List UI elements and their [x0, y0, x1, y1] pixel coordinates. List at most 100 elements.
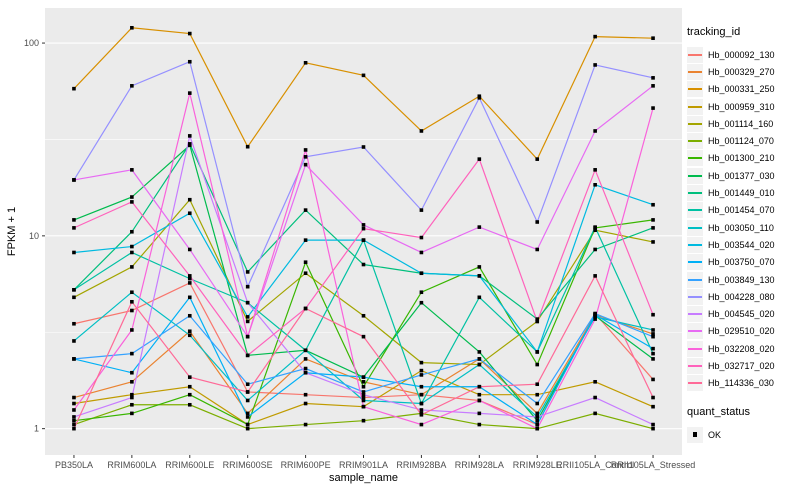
- data-point: [419, 373, 424, 377]
- tracking-id-legend-items: Hb_000092_130 Hb_000329_270 Hb_000331_250 H…: [687, 46, 799, 392]
- legend-item-label: Hb_001300_210: [708, 153, 775, 164]
- data-point: [72, 395, 76, 400]
- data-point: [651, 202, 655, 207]
- legend-line-icon: [688, 382, 702, 385]
- data-point: [593, 168, 597, 172]
- legend-item-Hb_001449_010: Hb_001449_010: [687, 184, 799, 202]
- y-tick-label: 1: [34, 424, 39, 434]
- data-point: [593, 395, 597, 400]
- data-point: [245, 300, 250, 305]
- data-point: [72, 288, 76, 292]
- data-point: [245, 426, 250, 431]
- legend-line-icon: [688, 295, 702, 298]
- legend-title-tracking-id: tracking_id: [687, 26, 741, 38]
- legend-key-swatch: [687, 167, 703, 184]
- data-point: [187, 281, 192, 285]
- data-point: [361, 262, 366, 267]
- data-point: [535, 247, 540, 252]
- data-point: [72, 408, 76, 412]
- x-tick-label: RRIM600LE: [165, 460, 214, 470]
- data-point: [303, 271, 308, 276]
- legend-item-label: Hb_000331_250: [708, 84, 775, 95]
- legend-line-icon: [688, 313, 702, 316]
- data-point: [535, 317, 540, 321]
- data-point: [187, 274, 192, 278]
- data-point: [245, 415, 250, 419]
- data-point: [130, 195, 134, 199]
- legend-key-swatch: [687, 254, 703, 271]
- data-point: [130, 25, 134, 30]
- legend-line-icon: [688, 364, 702, 367]
- data-point: [72, 357, 76, 361]
- data-point: [130, 308, 134, 313]
- data-point: [651, 395, 655, 400]
- data-point: [72, 415, 76, 419]
- legend-item-Hb_114336_030: Hb_114336_030: [687, 375, 799, 392]
- data-point: [361, 404, 366, 409]
- data-point: [651, 84, 655, 88]
- legend-key-swatch: [687, 202, 703, 219]
- data-point: [245, 353, 250, 358]
- data-point: [130, 328, 134, 332]
- data-point: [187, 333, 192, 338]
- data-point: [130, 351, 134, 356]
- legend-key-swatch: [687, 63, 703, 80]
- legend-item-label: Hb_001124_070: [708, 136, 774, 147]
- legend-key-swatch: [687, 115, 703, 132]
- data-point: [361, 384, 366, 389]
- data-point: [593, 129, 597, 133]
- data-point: [245, 319, 250, 324]
- data-point: [419, 401, 424, 406]
- legend-line-icon: [688, 140, 702, 143]
- data-point: [361, 395, 366, 400]
- quant-status-label: OK: [708, 429, 722, 440]
- data-point: [187, 375, 192, 379]
- legend-key-swatch: [687, 98, 703, 115]
- data-point: [651, 312, 655, 317]
- legend-item-label: Hb_001454_070: [708, 205, 775, 216]
- x-tick-label: RRII105LA_Control: [556, 460, 634, 470]
- data-point: [477, 392, 482, 397]
- data-point: [477, 384, 482, 389]
- data-point: [535, 415, 540, 419]
- data-point: [593, 247, 597, 252]
- data-point: [477, 422, 482, 427]
- data-point: [245, 398, 250, 403]
- legend-item-Hb_001377_030: Hb_001377_030: [687, 167, 799, 184]
- data-point: [535, 392, 540, 397]
- data-point: [535, 382, 540, 387]
- legend-item-label: Hb_032208_020: [708, 343, 775, 354]
- data-point: [130, 395, 134, 400]
- data-point: [130, 250, 134, 255]
- legend-key-swatch: [687, 375, 703, 392]
- legend-item-Hb_032717_020: Hb_032717_020: [687, 357, 799, 374]
- data-point: [130, 84, 134, 88]
- data-point: [419, 129, 424, 133]
- data-point: [535, 411, 540, 416]
- legend-key-swatch: [687, 185, 703, 202]
- legend-line-icon: [688, 105, 702, 108]
- legend-key-swatch: [687, 357, 703, 374]
- legend-key-swatch: [687, 288, 703, 305]
- legend-item-Hb_000329_270: Hb_000329_270: [687, 63, 799, 80]
- legend-item-Hb_003050_110: Hb_003050_110: [687, 219, 799, 236]
- data-point: [361, 145, 366, 149]
- data-point: [130, 370, 134, 375]
- data-point: [477, 96, 482, 100]
- data-point: [245, 411, 250, 416]
- legend-line-icon: [688, 53, 702, 56]
- data-point: [72, 178, 76, 182]
- legend-item-label: Hb_001114_160: [708, 118, 774, 129]
- data-point: [361, 73, 366, 78]
- data-point: [187, 142, 192, 146]
- data-point: [130, 379, 134, 384]
- data-point: [72, 226, 76, 230]
- data-point: [72, 250, 76, 255]
- data-point: [651, 332, 655, 336]
- data-point: [245, 390, 250, 394]
- data-point: [361, 226, 366, 231]
- data-point: [477, 411, 482, 416]
- data-point: [593, 63, 597, 67]
- legend-key-swatch: [687, 236, 703, 253]
- data-point: [593, 317, 597, 321]
